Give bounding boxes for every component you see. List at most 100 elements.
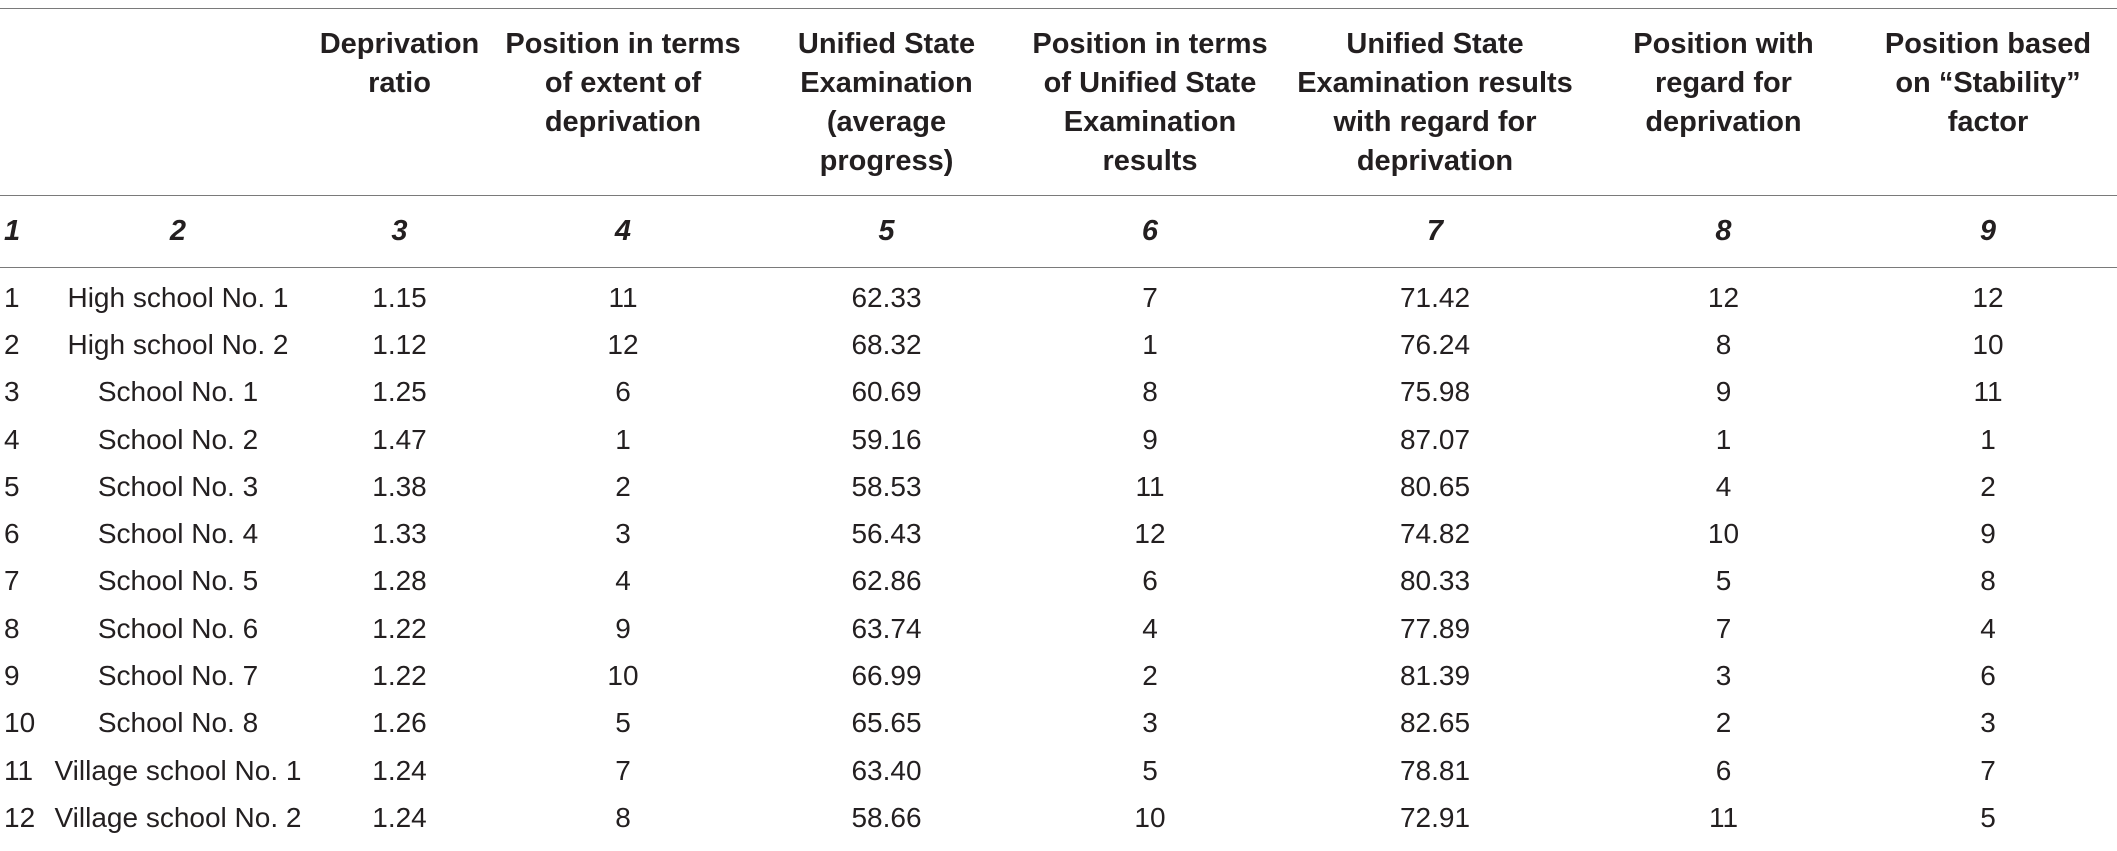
position-deprivation-cell: 9 [615,612,631,644]
column-number: 5 [755,195,1018,268]
position-with-deprivation-cell: 9 [1715,376,1732,408]
deprivation-ratio-cell: 1.28 [372,565,427,597]
use-average-cell: 60.69 [851,376,922,408]
table-body: 1 High school No. 1 1.15 11 62.33 7 71.42 12 12 2… [0,268,2117,842]
header-deprivation-ratio: Deprivation ratio [308,8,491,196]
table-row: 11 Village school No. 1 1.24 7 63.40 5 78.81 6 7 [0,747,2117,794]
row-index-cell: 1 [4,281,20,313]
position-with-deprivation-cell: 5 [1715,565,1732,597]
position-with-deprivation-cell: 8 [1715,328,1732,360]
column-number: 4 [491,195,755,268]
school-name-cell: Village school No. 1 [54,754,302,786]
position-use-cell: 6 [1142,565,1158,597]
row-index-cell: 8 [4,612,20,644]
position-with-deprivation-cell: 12 [1707,281,1740,313]
table-row: 8 School No. 6 1.22 9 63.74 4 77.89 7 4 [0,605,2117,652]
row-index-cell: 6 [4,518,20,550]
header-position-stability: Position based on “Stability” factor [1859,8,2117,196]
position-use-cell: 10 [1134,801,1166,833]
deprivation-ratio-cell: 1.22 [372,660,427,692]
use-average-cell: 62.33 [851,281,922,313]
school-name-cell: School No. 8 [97,707,259,739]
table-row: 7 School No. 5 1.28 4 62.86 6 80.33 5 8 [0,558,2117,605]
table-row: 2 High school No. 2 1.12 12 68.32 1 76.24 8 10 [0,321,2117,368]
column-number: 8 [1588,195,1859,268]
use-with-deprivation-cell: 87.07 [1399,423,1471,455]
school-name-cell: School No. 7 [97,660,259,692]
position-use-cell: 4 [1142,612,1158,644]
column-number: 1 [0,195,48,268]
position-with-deprivation-cell: 4 [1715,470,1732,502]
use-average-cell: 68.32 [851,328,922,360]
table-row: 5 School No. 3 1.38 2 58.53 11 80.65 4 2 [0,463,2117,510]
table-row: 4 School No. 2 1.47 1 59.16 9 87.07 1 1 [0,416,2117,463]
position-deprivation-cell: 2 [615,470,631,502]
row-index-cell: 7 [4,565,20,597]
use-with-deprivation-cell: 80.33 [1399,565,1471,597]
position-with-deprivation-cell: 1 [1715,423,1732,455]
position-stability-cell: 6 [1980,660,1996,692]
position-with-deprivation-cell: 2 [1715,707,1732,739]
school-name-cell: Village school No. 2 [54,801,302,833]
deprivation-ratio-cell: 1.47 [372,423,427,455]
table-row: 10 School No. 8 1.26 5 65.65 3 82.65 2 3 [0,700,2117,747]
deprivation-ratio-cell: 1.25 [372,376,427,408]
position-use-cell: 1 [1142,328,1158,360]
position-stability-cell: 5 [1980,801,1996,833]
school-name-cell: High school No. 1 [67,281,289,313]
position-use-cell: 3 [1142,707,1158,739]
position-use-cell: 8 [1142,376,1158,408]
position-with-deprivation-cell: 11 [1708,801,1739,833]
row-index-cell: 4 [4,423,20,455]
position-stability-cell: 1 [1980,423,1996,455]
use-average-cell: 62.86 [851,565,922,597]
use-with-deprivation-cell: 77.89 [1399,612,1471,644]
position-deprivation-cell: 12 [607,328,639,360]
deprivation-ratio-cell: 1.24 [372,754,427,786]
use-with-deprivation-cell: 71.42 [1399,281,1471,313]
position-use-cell: 2 [1142,660,1158,692]
table-row: 6 School No. 4 1.33 3 56.43 12 74.82 10 9 [0,510,2117,557]
position-stability-cell: 2 [1980,470,1996,502]
use-with-deprivation-cell: 82.65 [1399,707,1471,739]
row-index-cell: 12 [4,801,36,833]
position-stability-cell: 10 [1972,328,2004,360]
use-with-deprivation-cell: 80.65 [1399,470,1471,502]
position-deprivation-cell: 6 [615,376,631,408]
column-number: 6 [1018,195,1282,268]
position-with-deprivation-cell: 6 [1715,754,1732,786]
header-school [48,8,308,196]
position-stability-cell: 9 [1980,518,1996,550]
position-deprivation-cell: 3 [615,518,631,550]
school-name-cell: High school No. 2 [67,328,289,360]
position-stability-cell: 4 [1980,612,1996,644]
school-name-cell: School No. 1 [97,376,259,408]
use-average-cell: 63.74 [851,612,922,644]
deprivation-ratio-cell: 1.26 [372,707,427,739]
position-deprivation-cell: 8 [615,801,631,833]
use-average-cell: 66.99 [851,660,922,692]
header-row: Deprivation ratio Position in terms of e… [0,8,2117,196]
use-with-deprivation-cell: 74.82 [1399,518,1471,550]
position-deprivation-cell: 7 [615,754,631,786]
position-use-cell: 5 [1142,754,1158,786]
row-index-cell: 2 [4,328,20,360]
column-number-row: 1 2 3 4 5 6 7 8 9 [0,195,2117,268]
table-row: 3 School No. 1 1.25 6 60.69 8 75.98 9 11 [0,369,2117,416]
deprivation-ratio-cell: 1.38 [372,470,427,502]
position-with-deprivation-cell: 10 [1707,518,1740,550]
header-position-with-deprivation: Position with regard for deprivation [1588,8,1859,196]
use-with-deprivation-cell: 78.81 [1399,754,1471,786]
school-name-cell: School No. 2 [97,423,259,455]
column-number: 7 [1282,195,1588,268]
column-number: 3 [308,195,491,268]
column-number: 9 [1859,195,2117,268]
position-stability-cell: 3 [1980,707,1996,739]
position-deprivation-cell: 10 [607,660,639,692]
row-index-cell: 11 [4,754,34,786]
school-name-cell: School No. 3 [97,470,259,502]
schools-ranking-table-container: Deprivation ratio Position in terms of e… [0,8,2117,851]
table-row: 12 Village school No. 2 1.24 8 58.66 10 72.91 1… [0,794,2117,841]
deprivation-ratio-cell: 1.22 [372,612,427,644]
use-average-cell: 63.40 [851,754,922,786]
